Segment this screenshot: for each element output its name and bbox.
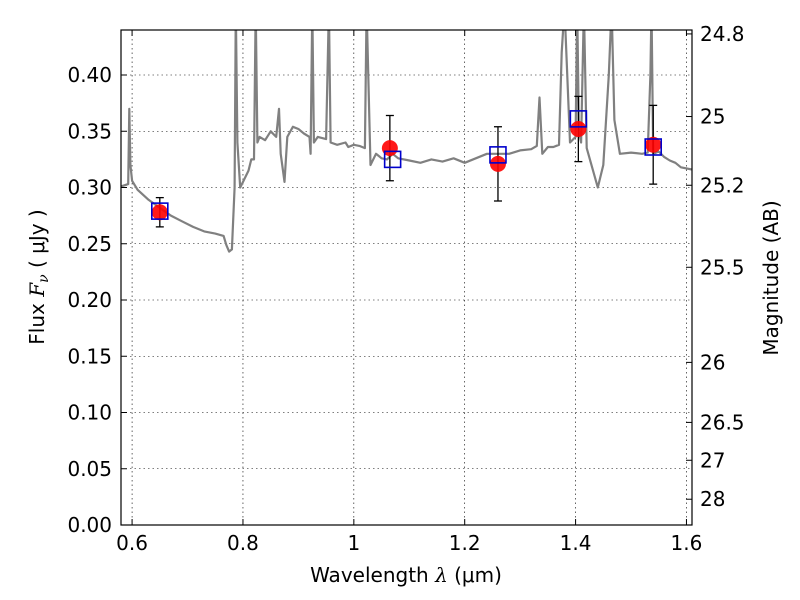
x-tick-label: 0.8 <box>227 531 259 555</box>
y2-tick-label: 25.2 <box>700 173 745 197</box>
y-tick-label: 0.05 <box>67 457 112 481</box>
plot-frame <box>120 29 693 526</box>
y2-tick-label: 25.5 <box>700 255 745 279</box>
y-tick-label: 0.10 <box>67 401 112 425</box>
y-tick-label: 0.15 <box>67 344 112 368</box>
model-photometry-point <box>569 110 588 128</box>
y2-tick-label: 28 <box>700 487 725 511</box>
x-tick-label: 0.6 <box>116 531 148 555</box>
x-tick-label: 1.6 <box>671 531 703 555</box>
y-tick-label: 0.40 <box>67 63 112 87</box>
y2-tick-label: 25 <box>700 105 725 129</box>
y-tick-label: 0.20 <box>67 288 112 312</box>
y2-tick-label: 27 <box>700 448 725 472</box>
x-tick-label: 1.2 <box>449 531 481 555</box>
x-tick-label: 1 <box>347 531 360 555</box>
y-tick-label: 0.30 <box>67 176 112 200</box>
model-photometry-point <box>489 146 507 164</box>
axis-ticks: 0.6 0.8 1 1.2 1.4 1.6 0.00 0.05 0.10 0.15 0.20 0.25… <box>67 22 744 555</box>
y-tick-label: 0.35 <box>67 119 112 143</box>
y-tick-label: 0.25 <box>67 232 112 256</box>
y2-tick-label: 26.5 <box>700 410 745 434</box>
model-photometry-point <box>644 138 662 156</box>
observed-point <box>489 155 506 172</box>
y2-tick-label: 24.8 <box>700 22 745 46</box>
observed-point <box>570 121 587 137</box>
observed-point <box>151 204 168 221</box>
y-axis-title: Flux Fν ( μJy ) <box>25 209 52 344</box>
y-tick-label: 0.00 <box>67 513 112 537</box>
y2-tick-label: 26 <box>700 350 725 374</box>
observed-point <box>645 136 662 153</box>
y2-axis-title: Magnitude (AB) <box>759 200 783 355</box>
grid-lines <box>121 30 692 525</box>
model-photometry-point <box>383 150 402 169</box>
x-axis-title: Wavelength λ (μm) <box>310 563 502 587</box>
x-tick-label: 1.4 <box>560 531 592 555</box>
model-photometry-point <box>151 202 169 220</box>
model-spectrum-line <box>121 30 692 253</box>
data-points <box>151 95 662 228</box>
model-spectrum <box>121 30 692 253</box>
